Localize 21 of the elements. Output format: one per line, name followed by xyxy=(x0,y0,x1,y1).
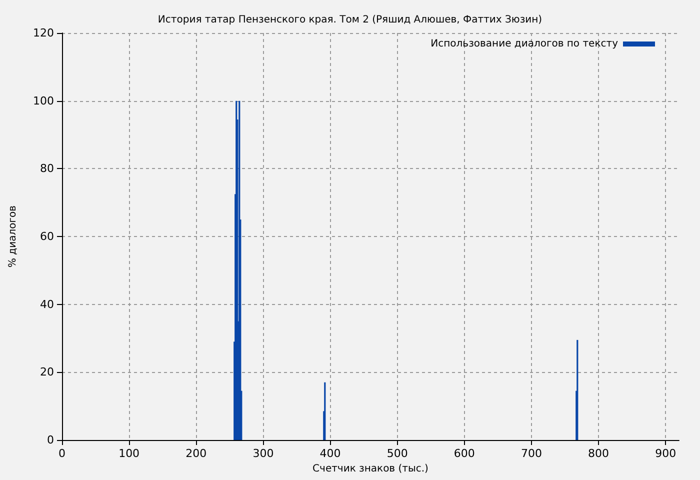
x-tick-label: 400 xyxy=(320,447,341,460)
y-axis-title: % диалогов xyxy=(8,205,18,268)
x-tick-label: 300 xyxy=(252,447,274,460)
y-tick-label: 60 xyxy=(40,230,54,243)
x-tick-label: 800 xyxy=(588,447,610,460)
y-tick-label: 80 xyxy=(40,162,54,176)
x-tick-label: 200 xyxy=(186,447,207,460)
x-axis-title: Счетчик знаков (тыс.) xyxy=(312,464,429,474)
chart-title: История татар Пензенского края. Том 2 (Ряшид Алюшев, Фаттих Зюзин) xyxy=(158,14,542,26)
x-tick-label: 500 xyxy=(386,447,408,460)
x-tick-label: 600 xyxy=(454,447,475,460)
x-tick-label: 900 xyxy=(655,447,676,460)
y-tick-label: 0 xyxy=(47,434,54,446)
x-tick-label: 700 xyxy=(520,447,542,460)
legend-label: Использование диалогов по тексту xyxy=(430,38,618,50)
y-tick-label: 40 xyxy=(40,298,54,311)
y-tick-label: 20 xyxy=(40,366,54,379)
x-tick-label: 100 xyxy=(118,447,140,460)
x-tick-label: 0 xyxy=(58,447,66,460)
y-tick-label: 100 xyxy=(33,94,54,108)
y-tick-label: 120 xyxy=(33,26,54,40)
